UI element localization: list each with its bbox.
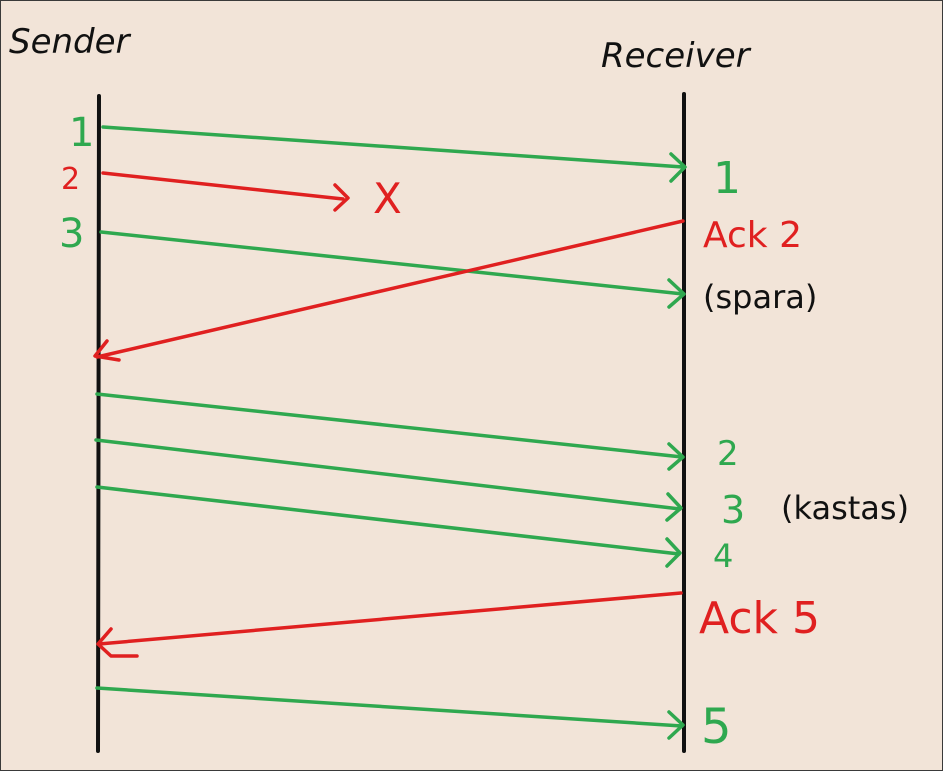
receiver-store-note: (spara)	[703, 278, 817, 316]
receiver-label: Receiver	[601, 36, 752, 76]
receiver-ack-5-label: Ack 5	[699, 593, 820, 644]
packet-2-retransmit-arrow	[95, 392, 685, 471]
receiver-got-5: 5	[701, 699, 732, 755]
receiver-ack-2-label: Ack 2	[703, 215, 802, 256]
receiver-discard-note: (kastas)	[781, 489, 909, 527]
packet-1-arrow	[101, 125, 687, 183]
receiver-got-2: 2	[717, 434, 739, 474]
packet-3-arrow	[99, 230, 686, 309]
ack-2-arrow	[93, 219, 685, 362]
packet-3-retransmit-arrow	[94, 438, 683, 522]
ack-5-arrow	[96, 591, 683, 658]
sender-label: Sender	[9, 22, 132, 62]
packet-5-arrow	[95, 686, 685, 740]
sender-seq-2: 2	[61, 162, 80, 197]
packet-2-lost-arrow	[101, 171, 350, 212]
receiver-got-1: 1	[713, 153, 741, 204]
lost-packet-marker: X	[373, 174, 402, 223]
receiver-got-3: 3	[721, 488, 745, 532]
sender-lifeline	[96, 94, 101, 753]
sender-seq-3: 3	[59, 211, 84, 257]
receiver-got-4: 4	[713, 537, 733, 575]
sender-seq-1: 1	[69, 110, 94, 156]
packet-4-arrow	[95, 485, 682, 568]
